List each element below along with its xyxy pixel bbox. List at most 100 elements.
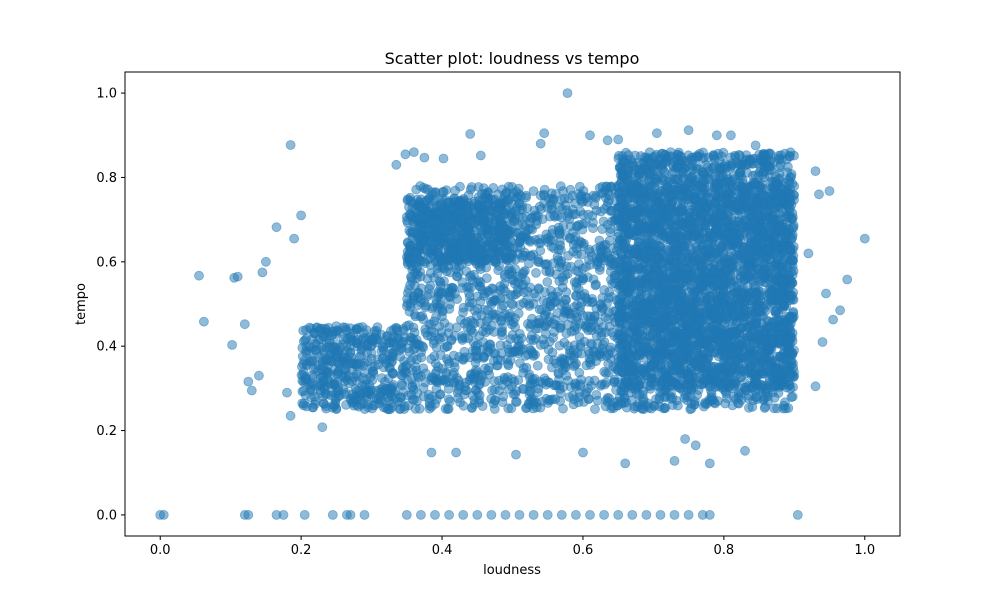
scatter-point (663, 253, 673, 264)
scatter-point (413, 372, 424, 383)
scatter-point (561, 303, 572, 314)
scatter-point (495, 285, 506, 296)
scatter-point (511, 397, 522, 407)
scatter-point (603, 197, 613, 208)
scatter-point (718, 311, 729, 322)
scatter-point (653, 188, 663, 199)
scatter-point (701, 374, 711, 384)
scatter-point (548, 332, 558, 343)
scatter-point (775, 338, 786, 349)
scatter-point (460, 352, 470, 363)
scatter-point (688, 249, 698, 260)
scatter-point (497, 184, 508, 195)
scatter-point (532, 360, 543, 371)
scatter-point (508, 347, 519, 358)
scatter-point (601, 368, 611, 378)
scatter-point (438, 332, 449, 343)
scatter-point (583, 209, 594, 220)
scatter-point (466, 325, 476, 336)
scatter-point (472, 303, 483, 314)
scatter-point (513, 375, 524, 386)
scatter-point (431, 312, 441, 323)
scatter-point (576, 249, 587, 260)
scatter-point (733, 281, 743, 291)
scatter-point (437, 287, 447, 298)
scatter-point (559, 337, 570, 348)
scatter-point (441, 368, 452, 379)
scatter-point (785, 244, 796, 255)
scatter-point (491, 360, 502, 371)
chart-title: Scatter plot: loudness vs tempo (385, 49, 640, 68)
scatter-point (503, 360, 514, 371)
scatter-point (769, 392, 780, 403)
scatter-point (637, 399, 648, 410)
scatter-point (429, 351, 440, 362)
scatter-point (470, 385, 481, 396)
scatter-point (579, 288, 590, 299)
scatter-point (769, 248, 780, 259)
scatter-point (647, 302, 657, 313)
scatter-point (666, 351, 677, 362)
scatter-point (545, 300, 556, 311)
scatter-point (566, 350, 577, 361)
scatter-point (696, 189, 707, 200)
scatter-point (439, 318, 450, 328)
scatter-point (499, 372, 510, 383)
scatter-point (692, 296, 702, 307)
scatter-point (671, 251, 682, 261)
scatter-point (769, 403, 779, 414)
scatter-point (503, 403, 514, 414)
scatter-point (752, 210, 763, 221)
scatter-point (470, 357, 481, 368)
scatter-point (410, 403, 421, 414)
scatter-point (495, 316, 506, 327)
scatter-point (574, 387, 585, 398)
scatter-point (508, 317, 519, 328)
scatter-point (564, 392, 575, 402)
scatter-point (541, 393, 552, 404)
scatter-point (593, 324, 603, 335)
scatter-point (513, 308, 524, 319)
scatter-point (571, 290, 582, 301)
scatter-point (486, 393, 497, 404)
scatter-point (575, 318, 585, 329)
scatter-point (571, 265, 582, 276)
scatter-point (464, 272, 475, 283)
scatter-point (574, 367, 585, 378)
scatter-point (601, 247, 612, 258)
scatter-point (766, 329, 777, 340)
scatter-point (718, 382, 728, 393)
scatter-point (562, 269, 573, 279)
scatter-point (682, 344, 692, 354)
scatter-point (528, 396, 539, 407)
scatter-point (415, 311, 426, 322)
scatter-point (553, 222, 564, 233)
scatter-point (586, 380, 597, 391)
scatter-point (539, 190, 550, 201)
scatter-point (566, 382, 576, 392)
scatter-point (534, 238, 544, 249)
scatter-point (596, 351, 607, 362)
scatter-point (435, 303, 446, 314)
scatter-point (524, 258, 534, 269)
scatter-point (658, 403, 669, 414)
scatter-point (426, 326, 437, 336)
scatter-point (553, 369, 564, 379)
scatter-point (590, 280, 601, 291)
scatter-point (547, 196, 558, 207)
scatter-point (577, 272, 588, 283)
scatter-point (529, 205, 540, 216)
scatter-point (540, 287, 550, 297)
scatter-point (663, 267, 673, 278)
scatter-point (657, 304, 668, 315)
scatter-point (457, 335, 468, 345)
scatter-point (546, 241, 557, 252)
scatter-point (733, 398, 743, 408)
scatter-point (785, 368, 795, 379)
scatter-point (749, 319, 759, 330)
scatter-point (630, 150, 640, 161)
scatter-point (449, 377, 460, 388)
scatter-point (685, 355, 696, 366)
